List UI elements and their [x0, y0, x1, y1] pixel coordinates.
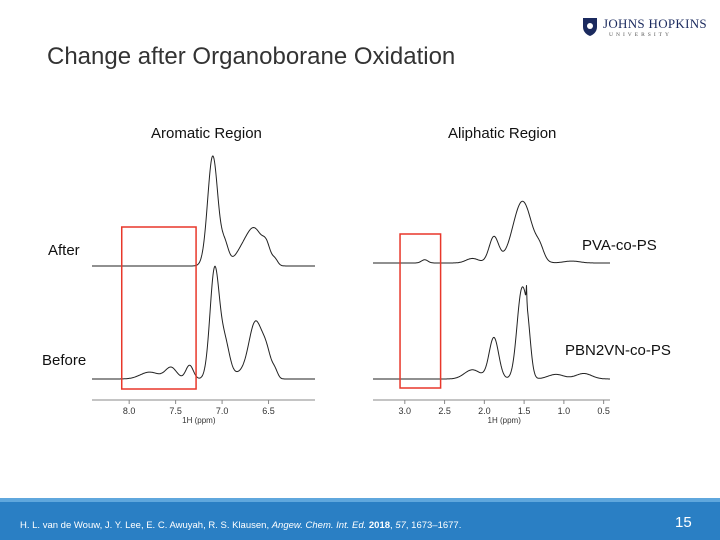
- spectrum-panel-0: 8.0 7.5 7.0 6.5 1H (ppm): [92, 155, 315, 425]
- label-after: After: [48, 242, 80, 259]
- x-tick-label: 1.0: [558, 406, 571, 416]
- footer-bar: [0, 498, 720, 540]
- spectrum-pbn2vn-co-ps: [373, 285, 610, 380]
- highlight-box: [399, 233, 442, 389]
- x-tick-label: 7.5: [169, 406, 182, 416]
- x-tick-label: 0.5: [597, 406, 610, 416]
- spectrum-panel-1: 3.0 2.5 2.0 1.5 1.0 0.5 1H (ppm): [373, 200, 610, 425]
- aliphatic-heading: Aliphatic Region: [448, 125, 557, 142]
- logo-subtitle: UNIVERSITY: [609, 32, 672, 38]
- x-tick-label: 6.5: [262, 406, 275, 416]
- citation: H. L. van de Wouw, J. Y. Lee, E. C. Awuy…: [20, 520, 462, 531]
- x-tick-label: 1.5: [518, 406, 531, 416]
- aromatic-heading: Aromatic Region: [151, 125, 262, 142]
- citation-journal: Angew. Chem. Int. Ed.: [271, 520, 367, 531]
- x-tick-label: 7.0: [216, 406, 229, 416]
- highlight-box: [120, 226, 197, 390]
- logo-name: JOHNS HOPKINS: [603, 16, 707, 31]
- x-tick-label: 2.5: [438, 406, 451, 416]
- label-pva-co-ps: PVA-co-PS: [582, 237, 657, 254]
- x-tick-label: 3.0: [399, 406, 412, 416]
- x-tick-label: 8.0: [123, 406, 136, 416]
- shield-icon: [583, 18, 597, 36]
- slide-title: Change after Organoborane Oxidation: [47, 43, 456, 70]
- university-logo: JOHNS HOPKINS UNIVERSITY: [582, 16, 707, 38]
- label-before: Before: [42, 352, 87, 369]
- spectrum-after: [92, 155, 315, 267]
- x-axis-label: 1H (ppm): [488, 416, 522, 425]
- nmr-spectra: 8.0 7.5 7.0 6.5 1H (ppm) 3.0 2.5 2.0 1.5 1.0 0.5 1H…: [92, 155, 610, 425]
- x-axis-label: 1H (ppm): [182, 416, 216, 425]
- spectrum-before: [92, 265, 315, 380]
- x-tick-label: 2.0: [478, 406, 491, 416]
- label-pbn2vn-co-ps: PBN2VN-co-PS: [565, 342, 671, 359]
- citation-authors: H. L. van de Wouw, J. Y. Lee, E. C. Awuy…: [20, 520, 272, 531]
- page-number: 15: [675, 514, 692, 531]
- citation-pages: , 1673–1677.: [405, 520, 462, 531]
- spectrum-pva-co-ps: [373, 200, 610, 264]
- citation-year: 2018: [368, 520, 391, 531]
- citation-volume: 57: [395, 520, 406, 531]
